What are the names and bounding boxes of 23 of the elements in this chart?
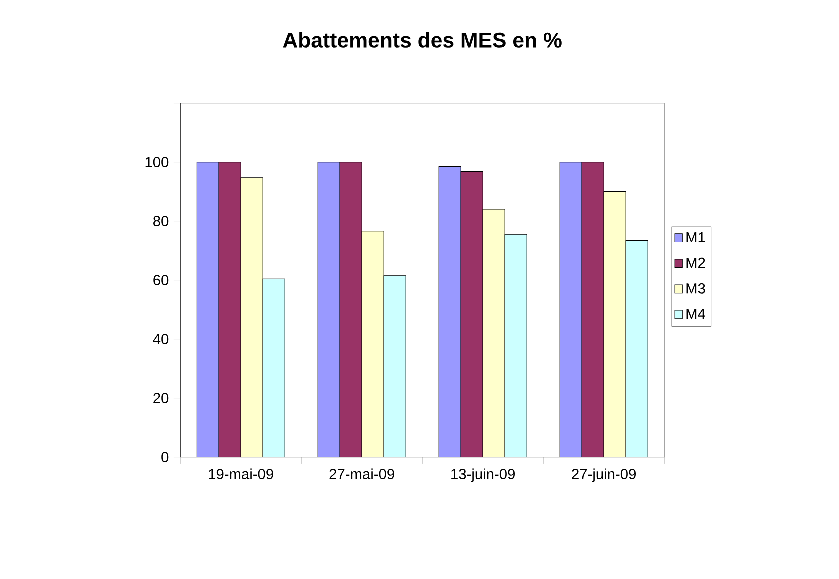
bar — [439, 166, 462, 458]
legend-label: M1 — [686, 232, 706, 243]
y-tick-label: 0 — [162, 452, 169, 463]
y-tick-label: 40 — [153, 334, 169, 345]
bar — [362, 231, 384, 458]
y-tick-label: 20 — [154, 393, 169, 404]
x-tick-label: 27-juin-09 — [572, 468, 636, 482]
y-tick-label: 100 — [146, 157, 169, 168]
bar — [318, 162, 340, 458]
bar — [241, 178, 264, 458]
bar — [560, 162, 582, 458]
bar — [604, 192, 626, 458]
y-tick-label: 80 — [154, 216, 169, 227]
chart-title: Abattements des MES en % — [283, 32, 562, 48]
legend-label: M2 — [686, 258, 706, 268]
bar — [197, 162, 220, 458]
x-tick-label: 19-mai-09 — [209, 468, 274, 480]
x-tick-label: 27-mai-09 — [330, 468, 394, 480]
legend-label: M3 — [686, 283, 706, 294]
y-tick-label: 60 — [154, 275, 169, 286]
legend-label: M4 — [686, 309, 706, 320]
x-tick-label: 13-juin-09 — [452, 468, 515, 482]
bar — [483, 210, 506, 458]
